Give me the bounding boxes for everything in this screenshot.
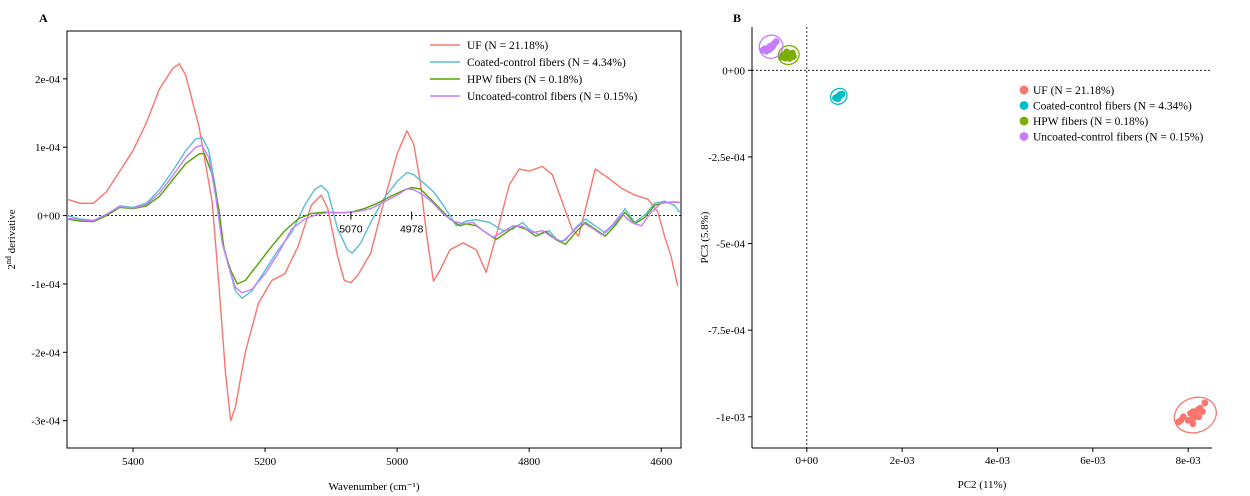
x-tick-label: 5200 <box>254 456 277 468</box>
legend-swatch-uf-n-21-18 <box>1019 85 1029 95</box>
panel-a-y-label-sup: nd <box>4 256 13 264</box>
legend-label-hpw-fibers-n-0-18: HPW fibers (N = 0.18%) <box>467 74 582 86</box>
legend-label-uf-n-21-18: UF (N = 21.18%) <box>1033 85 1114 97</box>
legend-swatch-coated-control-fibers-n-4-34 <box>1019 101 1029 110</box>
legend-label-hpw-fibers-n-0-18: HPW fibers (N = 0.18%) <box>1033 116 1148 128</box>
x-tick-label: 0+00 <box>795 455 818 467</box>
x-tick-label: 8e-03 <box>1176 455 1202 467</box>
panel-a-series-group <box>66 63 681 422</box>
scatter-point-coated-control-fibers-n-4-34 <box>834 95 842 103</box>
y-tick-label: 0+00 <box>722 65 745 77</box>
panel-a-letter: A <box>39 11 48 25</box>
scatter-point-coated-control-fibers-n-4-34 <box>838 90 846 98</box>
y-tick-label: -1e-04 <box>31 279 60 291</box>
x-tick-label: 5400 <box>122 456 145 468</box>
x-tick-label: 5000 <box>386 456 409 468</box>
x-tick-label: 4e-03 <box>985 455 1011 467</box>
scatter-point-uncoated-control-fibers-n-0-15 <box>770 41 777 49</box>
panel-b-x-axis-label: PC2 (11%) <box>958 479 1007 491</box>
x-tick-label: 2e-03 <box>890 455 916 467</box>
panel-a-chart: 5400 5200 5000 4800 4600 2e-04 1e-04 0+00 -1e-0… <box>4 30 682 493</box>
confidence-ellipse-uf-n-21-18 <box>1173 396 1217 434</box>
panel-b-y-axis-label: PC3 (5.8%) <box>699 211 711 263</box>
scatter-point-uf-n-21-18 <box>1179 413 1187 421</box>
y-tick-label: -5e-04 <box>716 239 745 251</box>
panel-b-legend: UF (N = 21.18%) Coated-control fibers (N … <box>1019 85 1203 144</box>
x-tick-label: 4800 <box>518 456 541 468</box>
legend-swatch-uncoated-control-fibers-n-0-15 <box>1019 132 1029 141</box>
panel-b-series-group <box>758 34 1217 434</box>
panel-b-x-axis: 0+00 2e-03 4e-03 6e-03 8e-03 <box>795 448 1201 467</box>
legend-label-uncoated-control-fibers-n-0-15: Uncoated-control fibers (N = 0.15%) <box>1033 132 1203 144</box>
legend-label-coated-control-fibers-n-4-34: Coated-control fibers (N = 4.34%) <box>467 57 626 69</box>
annotation-label-5070: 5070 <box>339 224 363 236</box>
legend-label-coated-control-fibers-n-4-34: Coated-control fibers (N = 4.34%) <box>1033 101 1192 113</box>
scatter-point-uncoated-control-fibers-n-0-15 <box>766 46 774 53</box>
panel-a-x-axis: 5400 5200 5000 4800 4600 <box>122 448 673 468</box>
legend-swatch-hpw-fibers-n-0-18 <box>1019 116 1029 126</box>
panel-a-x-axis-label: Wavenumber (cm⁻¹) <box>329 481 420 493</box>
legend-label-uf-n-21-18: UF (N = 21.18%) <box>467 40 548 52</box>
series-line-uf-n-21-18 <box>66 63 679 422</box>
panel-a-y-axis-label: 2nd derivative <box>4 209 18 269</box>
panel-a-y-axis: 2e-04 1e-04 0+00 -1e-04 -2e-04 -3e-04 <box>31 74 67 428</box>
y-tick-label: -7.5e-04 <box>708 325 745 337</box>
panel-a-y-label-num: 2 <box>6 264 18 270</box>
panel-b-letter: B <box>733 11 741 25</box>
legend-label-uncoated-control-fibers-n-0-15: Uncoated-control fibers (N = 0.15%) <box>467 91 637 103</box>
series-line-uncoated-control-fibers-n-0-15 <box>66 144 680 294</box>
confidence-ellipse-hpw-fibers-n-0-18 <box>777 44 800 66</box>
y-tick-label: 1e-04 <box>35 142 61 154</box>
y-tick-label: 2e-04 <box>35 74 61 86</box>
scatter-point-uf-n-21-18 <box>1195 413 1203 421</box>
x-tick-label: 4600 <box>650 456 673 468</box>
scatter-point-hpw-fibers-n-0-18 <box>786 55 794 62</box>
panel-a-annotations: 5070 4978 <box>339 211 424 236</box>
panel-b-y-axis: 0+00 -2.5e-04 -5e-04 -7.5e-04 -1e-03 <box>708 65 752 424</box>
x-tick-label: 6e-03 <box>1080 455 1106 467</box>
y-tick-label: -2e-04 <box>31 347 60 359</box>
panel-a-legend: UF (N = 21.18%) Coated-control fibers (N … <box>430 40 637 103</box>
y-tick-label: 0+00 <box>37 211 60 223</box>
panel-a-y-label-rest: derivative <box>6 209 18 256</box>
series-line-coated-control-fibers-n-4-34 <box>66 136 681 299</box>
panel-b-chart: 0+00 2e-03 4e-03 6e-03 8e-03 0+00 -2.5e-04 -5e… <box>699 27 1217 491</box>
scatter-point-uf-n-21-18 <box>1189 420 1197 428</box>
scatter-point-uf-n-21-18 <box>1199 408 1206 416</box>
confidence-ellipse-coated-control-fibers-n-4-34 <box>829 87 848 105</box>
y-tick-label: -1e-03 <box>716 412 745 424</box>
scatter-point-uf-n-21-18 <box>1201 399 1209 407</box>
annotation-label-4978: 4978 <box>400 224 424 236</box>
scatter-point-hpw-fibers-n-0-18 <box>783 48 791 56</box>
panel-a-plot-frame <box>66 30 682 449</box>
y-tick-label: -3e-04 <box>31 416 60 428</box>
y-tick-label: -2.5e-04 <box>708 152 745 164</box>
